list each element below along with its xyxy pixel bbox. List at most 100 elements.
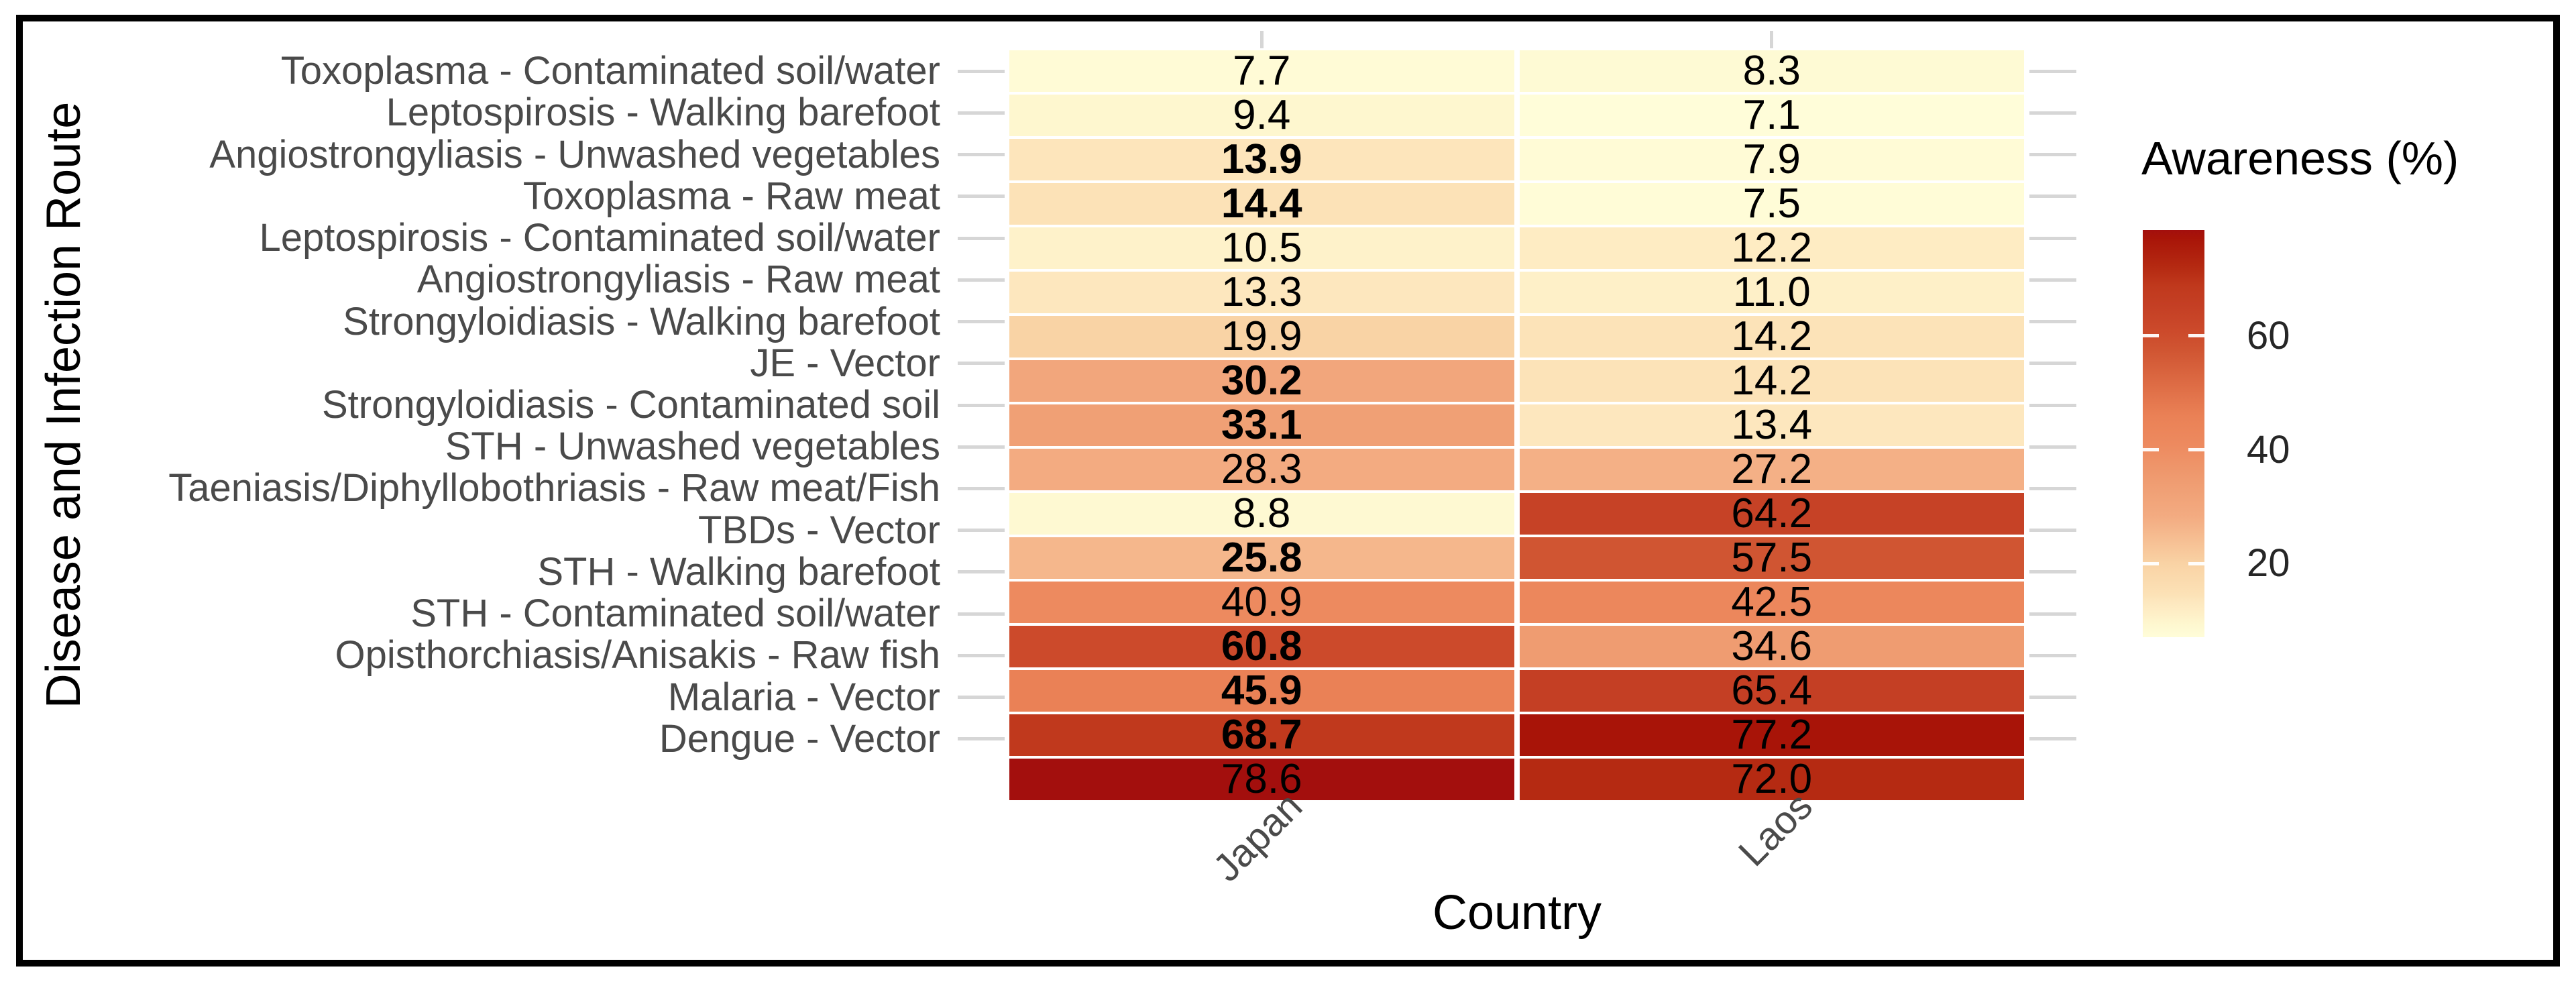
legend-tick-mark: [2143, 561, 2159, 565]
y-axis-label: Angiostrongyliasis - Unwashed vegetables: [209, 132, 940, 176]
heatmap-cell: 27.2: [1519, 449, 2024, 490]
legend-tick-mark: [2143, 334, 2159, 338]
heatmap-cell: 42.5: [1519, 582, 2024, 623]
heatmap-cell: 8.8: [1009, 493, 1514, 535]
legend-tick-mark: [2188, 561, 2204, 565]
heatmap-cell: 28.3: [1009, 449, 1514, 490]
heatmap-cell: 68.7: [1009, 714, 1514, 756]
heatmap-cell: 72.0: [1519, 759, 2024, 800]
x-axis-title: Country: [1432, 886, 1602, 940]
axis-tick-mark: [958, 445, 1005, 449]
axis-tick-mark: [2029, 737, 2076, 741]
axis-tick-mark: [958, 69, 1005, 73]
y-axis-label: Dengue - Vector: [659, 716, 940, 761]
y-axis-label: Toxoplasma - Contaminated soil/water: [280, 49, 940, 93]
legend-colorbar: [2143, 230, 2204, 637]
axis-tick-mark: [2029, 612, 2076, 616]
legend-tick-label: 60: [2247, 313, 2290, 357]
axis-tick-mark: [2029, 111, 2076, 115]
axis-tick-mark: [1259, 31, 1264, 48]
axis-tick-mark: [958, 236, 1005, 240]
legend-tick-mark: [2143, 448, 2159, 452]
heatmap-cell: 14.2: [1519, 316, 2024, 357]
axis-tick-mark: [1770, 31, 1774, 48]
heatmap-cell: 8.3: [1519, 50, 2024, 92]
heatmap-cell: 13.3: [1009, 272, 1514, 313]
heatmap-cell: 19.9: [1009, 316, 1514, 357]
legend-tick-mark: [2188, 448, 2204, 452]
legend-tick-label: 20: [2247, 541, 2290, 586]
y-axis-label: Opisthorchiasis/Anisakis - Raw fish: [335, 633, 940, 677]
heatmap-cell: 7.9: [1519, 139, 2024, 180]
axis-tick-mark: [2029, 570, 2076, 574]
axis-tick-mark: [958, 153, 1005, 157]
heatmap-cell: 11.0: [1519, 272, 2024, 313]
heatmap-cell: 13.4: [1519, 404, 2024, 446]
y-axis-label: JE - Vector: [750, 341, 940, 385]
axis-tick-mark: [2029, 403, 2076, 407]
axis-tick-mark: [958, 612, 1005, 616]
axis-tick-mark: [958, 737, 1005, 741]
heatmap-cell: 34.6: [1519, 626, 2024, 667]
heatmap-cell: 40.9: [1009, 582, 1514, 623]
axis-tick-mark: [2029, 696, 2076, 700]
heatmap-cell: 14.2: [1519, 360, 2024, 402]
y-axis-label: Malaria - Vector: [667, 675, 940, 719]
y-axis-label: Strongyloidiasis - Contaminated soil: [322, 382, 940, 427]
y-axis-label: STH - Contaminated soil/water: [410, 592, 940, 636]
axis-tick-mark: [958, 570, 1005, 574]
axis-tick-mark: [2029, 69, 2076, 73]
heatmap-cell: 45.9: [1009, 670, 1514, 712]
axis-tick-mark: [958, 486, 1005, 490]
axis-tick-mark: [2029, 486, 2076, 490]
axis-tick-mark: [958, 653, 1005, 657]
axis-tick-mark: [958, 696, 1005, 700]
legend-tick-mark: [2188, 334, 2204, 338]
axis-tick-mark: [2029, 445, 2076, 449]
heatmap-grid: 7.7 8.3 9.4 7.1 13.9 7.9 14.4 7.5 10.5 12.2 13.3 11…: [1009, 50, 2024, 800]
axis-tick-mark: [958, 195, 1005, 199]
heatmap-cell: 64.2: [1519, 493, 2024, 535]
y-axis-label: Angiostrongyliasis - Raw meat: [416, 258, 940, 302]
axis-tick-mark: [2029, 362, 2076, 366]
heatmap-cell: 30.2: [1009, 360, 1514, 402]
heatmap-cell: 60.8: [1009, 626, 1514, 667]
heatmap-cell: 57.5: [1519, 537, 2024, 579]
heatmap-cell: 7.7: [1009, 50, 1514, 92]
heatmap-cell: 65.4: [1519, 670, 2024, 712]
y-axis-label: Strongyloidiasis - Walking barefoot: [343, 299, 940, 343]
heatmap-cell: 7.1: [1519, 95, 2024, 136]
axis-tick-mark: [2029, 153, 2076, 157]
heatmap-cell: 13.9: [1009, 139, 1514, 180]
axis-tick-mark: [958, 111, 1005, 115]
axis-tick-mark: [2029, 653, 2076, 657]
y-axis-label: TBDs - Vector: [698, 508, 940, 552]
heatmap-cell: 78.6: [1009, 759, 1514, 800]
y-axis-label: Toxoplasma - Raw meat: [522, 174, 940, 218]
heatmap-cell: 10.5: [1009, 227, 1514, 269]
heatmap-cell: 33.1: [1009, 404, 1514, 446]
heatmap-cell: 12.2: [1519, 227, 2024, 269]
axis-tick-mark: [2029, 529, 2076, 533]
axis-tick-mark: [958, 403, 1005, 407]
legend-tick-label: 40: [2247, 427, 2290, 472]
y-axis-label: STH - Unwashed vegetables: [445, 425, 940, 469]
axis-tick-mark: [2029, 236, 2076, 240]
y-axis-labels: Toxoplasma - Contaminated soil/water Lept…: [0, 50, 940, 760]
heatmap-cell: 9.4: [1009, 95, 1514, 136]
axis-tick-mark: [958, 362, 1005, 366]
legend-title: Awareness (%): [2141, 132, 2459, 184]
heatmap-cell: 14.4: [1009, 183, 1514, 225]
y-axis-label: Leptospirosis - Walking barefoot: [386, 91, 940, 135]
axis-tick-mark: [2029, 195, 2076, 199]
axis-tick-mark: [2029, 320, 2076, 324]
heatmap-cell: 25.8: [1009, 537, 1514, 579]
axis-tick-mark: [2029, 278, 2076, 282]
axis-tick-mark: [958, 320, 1005, 324]
y-axis-label: Taeniasis/Diphyllobothriasis - Raw meat/…: [168, 466, 940, 510]
heatmap-cell: 7.5: [1519, 183, 2024, 225]
y-axis-label: Leptospirosis - Contaminated soil/water: [259, 216, 940, 260]
axis-tick-mark: [958, 529, 1005, 533]
heatmap-cell: 77.2: [1519, 714, 2024, 756]
